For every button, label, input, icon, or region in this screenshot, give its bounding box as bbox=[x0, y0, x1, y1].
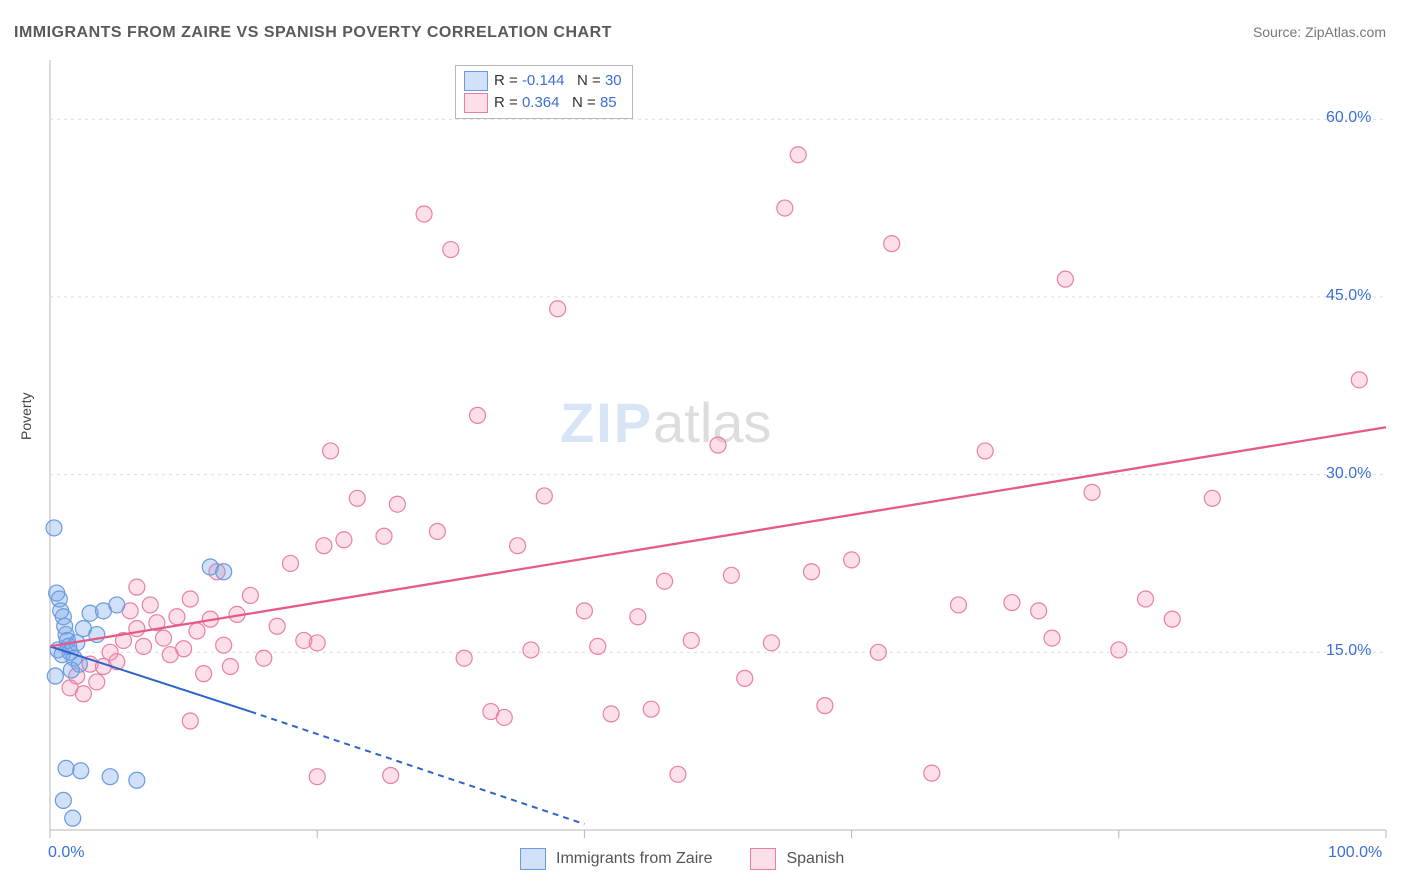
legend-swatch bbox=[750, 848, 776, 870]
legend-swatch bbox=[464, 93, 488, 113]
legend-label: Immigrants from Zaire bbox=[556, 850, 712, 868]
legend-label: Spanish bbox=[786, 850, 844, 868]
series-legend: Immigrants from Zaire Spanish bbox=[520, 848, 872, 870]
scatter-plot-svg bbox=[0, 0, 1406, 892]
legend-stats: R = 0.364 N = 85 bbox=[494, 92, 617, 114]
chart-container: IMMIGRANTS FROM ZAIRE VS SPANISH POVERTY… bbox=[0, 0, 1406, 892]
legend-row: R = 0.364 N = 85 bbox=[464, 92, 622, 114]
legend-row: R = -0.144 N = 30 bbox=[464, 70, 622, 92]
legend-stats: R = -0.144 N = 30 bbox=[494, 70, 622, 92]
y-tick-label: 15.0% bbox=[1326, 642, 1371, 660]
x-tick-label: 100.0% bbox=[1328, 844, 1382, 862]
x-tick-label: 0.0% bbox=[48, 844, 84, 862]
legend-swatch bbox=[520, 848, 546, 870]
y-tick-label: 30.0% bbox=[1326, 465, 1371, 483]
correlation-legend: R = -0.144 N = 30R = 0.364 N = 85 bbox=[455, 65, 633, 119]
y-tick-label: 60.0% bbox=[1326, 109, 1371, 127]
legend-swatch bbox=[464, 71, 488, 91]
y-tick-label: 45.0% bbox=[1326, 287, 1371, 305]
